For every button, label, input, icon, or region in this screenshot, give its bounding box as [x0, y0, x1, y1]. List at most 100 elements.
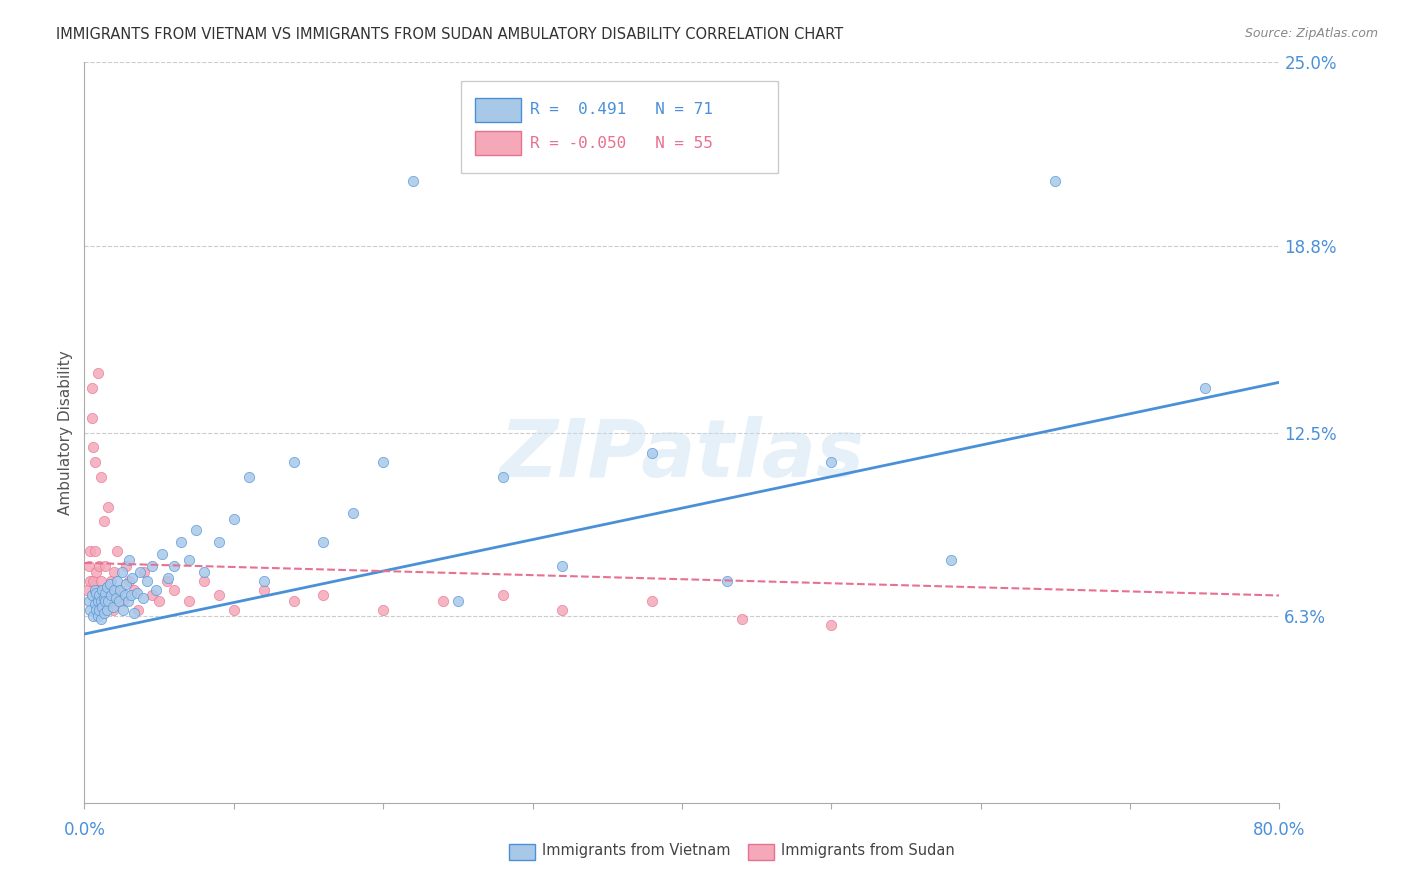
Point — [101, 600, 124, 615]
Point — [79, 574, 101, 588]
Point — [641, 446, 664, 460]
Point — [373, 603, 395, 617]
Point — [77, 558, 100, 573]
Point — [125, 585, 148, 599]
Point — [132, 565, 156, 579]
Point — [170, 535, 193, 549]
Point — [222, 603, 245, 617]
Point — [155, 574, 177, 588]
Point — [238, 470, 260, 484]
Point — [80, 410, 103, 425]
Point — [186, 524, 208, 538]
Point — [115, 558, 138, 573]
Point — [820, 618, 842, 632]
Point — [112, 603, 135, 617]
Point — [90, 470, 112, 484]
Text: Source: ZipAtlas.com: Source: ZipAtlas.com — [1244, 27, 1378, 40]
Point — [103, 582, 125, 597]
FancyBboxPatch shape — [748, 844, 773, 860]
Point — [101, 603, 124, 617]
FancyBboxPatch shape — [475, 98, 520, 121]
Point — [312, 535, 335, 549]
Point — [551, 603, 574, 617]
Point — [716, 574, 738, 588]
Point — [1194, 381, 1216, 395]
Point — [91, 600, 114, 615]
Point — [131, 591, 153, 606]
Point — [141, 589, 163, 603]
Point — [105, 574, 128, 588]
Point — [208, 589, 231, 603]
Point — [93, 591, 115, 606]
Point — [193, 565, 215, 579]
Point — [122, 607, 145, 621]
Point — [96, 603, 118, 617]
Point — [373, 455, 395, 469]
Point — [110, 582, 132, 597]
Point — [447, 594, 470, 608]
Point — [90, 612, 112, 626]
Point — [105, 544, 128, 558]
Point — [157, 571, 180, 585]
Point — [97, 500, 120, 514]
Point — [145, 582, 167, 597]
Point — [402, 174, 425, 188]
Point — [1045, 174, 1067, 188]
Point — [103, 565, 125, 579]
Point — [94, 558, 117, 573]
Point — [177, 594, 200, 608]
Point — [163, 558, 186, 573]
Point — [82, 441, 104, 455]
Point — [150, 547, 173, 561]
Point — [98, 594, 121, 608]
Text: ZIPatlas: ZIPatlas — [499, 416, 865, 494]
Point — [86, 565, 108, 579]
FancyBboxPatch shape — [475, 131, 520, 155]
Point — [253, 574, 276, 588]
Point — [91, 582, 114, 597]
FancyBboxPatch shape — [509, 844, 534, 860]
Point — [86, 585, 108, 599]
Point — [112, 594, 135, 608]
Point — [83, 582, 105, 597]
Point — [96, 582, 118, 597]
Point — [118, 574, 141, 588]
Point — [163, 582, 186, 597]
Point — [492, 589, 515, 603]
Point — [253, 582, 276, 597]
Text: R =  0.491   N = 71: R = 0.491 N = 71 — [530, 102, 713, 117]
Point — [97, 594, 120, 608]
Point — [551, 558, 574, 573]
Point — [118, 553, 141, 567]
Point — [492, 470, 515, 484]
Point — [120, 589, 142, 603]
Point — [98, 576, 121, 591]
Point — [177, 553, 200, 567]
Point — [432, 594, 454, 608]
Point — [89, 594, 111, 608]
Point — [76, 582, 98, 597]
Text: R = -0.050   N = 55: R = -0.050 N = 55 — [530, 136, 713, 152]
Point — [86, 589, 108, 603]
Point — [80, 381, 103, 395]
Point — [104, 591, 127, 606]
Y-axis label: Ambulatory Disability: Ambulatory Disability — [58, 351, 73, 515]
Point — [312, 589, 335, 603]
Point — [87, 582, 110, 597]
Text: IMMIGRANTS FROM VIETNAM VS IMMIGRANTS FROM SUDAN AMBULATORY DISABILITY CORRELATI: IMMIGRANTS FROM VIETNAM VS IMMIGRANTS FR… — [56, 27, 844, 42]
Point — [93, 515, 115, 529]
Point — [939, 553, 962, 567]
Text: Immigrants from Vietnam: Immigrants from Vietnam — [543, 844, 731, 858]
Point — [89, 589, 111, 603]
Point — [100, 574, 122, 588]
Point — [87, 609, 110, 624]
Point — [117, 594, 139, 608]
Point — [141, 558, 163, 573]
Point — [79, 544, 101, 558]
Point — [96, 580, 118, 594]
Point — [193, 574, 215, 588]
Point — [121, 571, 143, 585]
Point — [94, 585, 117, 599]
Point — [283, 455, 305, 469]
Point — [731, 612, 754, 626]
